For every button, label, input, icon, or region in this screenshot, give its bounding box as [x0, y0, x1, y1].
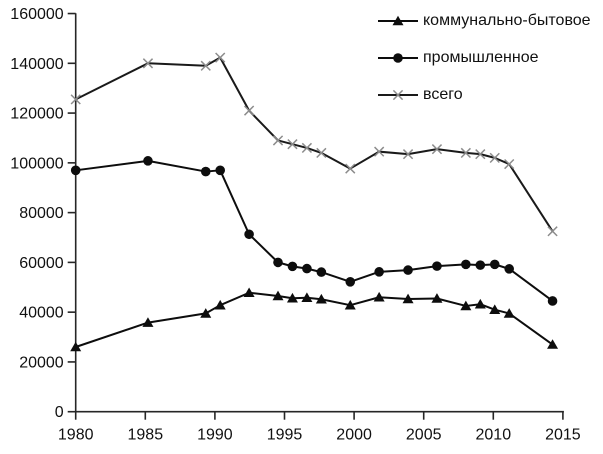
circle-marker	[200, 166, 211, 177]
circle-marker	[374, 267, 384, 277]
x-marker	[243, 105, 255, 116]
triangle-marker	[489, 304, 501, 314]
x-marker	[272, 135, 284, 146]
x-tick-label: 2000	[336, 427, 372, 444]
series-circle	[70, 156, 558, 306]
x-marker	[316, 147, 327, 159]
triangle-marker	[286, 292, 298, 303]
y-tick-label: 80000	[19, 205, 64, 222]
x-marker	[345, 163, 356, 174]
triangle-marker	[503, 308, 515, 318]
x-marker	[70, 94, 81, 105]
x-tick-label: 1980	[58, 427, 94, 444]
circle-marker	[215, 165, 225, 176]
circle-marker	[489, 259, 500, 270]
y-tick-label: 40000	[19, 305, 64, 322]
triangle-marker	[142, 317, 154, 327]
triangle-marker	[460, 300, 472, 311]
x-marker	[200, 60, 211, 71]
triangle-marker	[214, 299, 226, 310]
x-tick-label: 1990	[197, 427, 233, 444]
x-tick-label: 2015	[545, 427, 581, 444]
x-tick-label: 2005	[406, 427, 442, 444]
legend-item-vsego: всего	[378, 76, 591, 113]
legend: коммунально-бытовое промышленное всего	[378, 2, 591, 113]
legend-label: всего	[423, 85, 463, 103]
x-marker	[475, 149, 486, 160]
triangle-marker	[272, 290, 284, 301]
circle-marker	[547, 296, 558, 306]
circle-marker	[70, 165, 81, 176]
circle-marker	[316, 267, 327, 277]
circle-marker	[345, 277, 356, 287]
triangle-marker	[431, 293, 443, 303]
x-marker	[287, 139, 298, 150]
x-tick-label: 2010	[476, 427, 512, 444]
triangle-marker	[402, 293, 414, 304]
series-x	[70, 52, 558, 237]
series-triangle	[70, 287, 559, 352]
triangle-marker	[200, 308, 212, 318]
triangle-marker	[243, 287, 255, 298]
x-marker	[402, 149, 414, 160]
triangle-marker	[547, 339, 559, 349]
x-marker	[460, 147, 471, 159]
y-tick-label: 160000	[10, 6, 63, 23]
x-marker	[489, 152, 500, 164]
circle-marker	[143, 156, 153, 166]
circle-marker	[393, 52, 403, 63]
x-marker	[301, 142, 313, 154]
axes	[67, 12, 564, 420]
y-tick-label: 20000	[19, 354, 64, 371]
y-tick-label: 60000	[19, 255, 64, 272]
y-tick-label: 140000	[10, 56, 63, 73]
x-marker	[374, 146, 385, 157]
circle-marker-icon	[378, 52, 418, 63]
tick-labels: 0 20000 40000 60000 80000 100000 120000 140000 1…	[10, 6, 580, 444]
circle-marker	[287, 261, 298, 272]
y-tick-label: 120000	[10, 106, 63, 123]
x-marker	[431, 144, 443, 155]
triangle-marker	[392, 15, 404, 25]
x-marker	[547, 226, 558, 237]
legend-label: промышленное	[423, 48, 539, 66]
x-marker	[392, 89, 404, 100]
x-marker	[215, 52, 226, 63]
circle-marker	[461, 259, 471, 270]
circle-marker	[273, 257, 283, 268]
y-tick-label: 100000	[10, 155, 63, 172]
circle-marker	[475, 260, 486, 270]
triangle-marker-icon	[378, 15, 418, 25]
triangle-marker	[373, 291, 385, 302]
circle-marker	[504, 264, 514, 274]
circle-marker	[432, 261, 442, 271]
triangle-marker	[315, 293, 327, 304]
x-tick-label: 1985	[128, 427, 164, 444]
circle-marker	[302, 263, 312, 274]
circle-marker	[244, 229, 254, 240]
triangle-marker	[301, 292, 313, 303]
x-marker-icon	[378, 89, 418, 100]
series-line	[74, 159, 554, 302]
legend-label: коммунально-бытовое	[423, 11, 591, 29]
triangle-marker	[70, 341, 82, 352]
x-tick-label: 1995	[267, 427, 303, 444]
circle-marker	[403, 265, 413, 275]
triangle-marker	[474, 298, 486, 309]
legend-item-promyshlennoe: промышленное	[378, 39, 591, 76]
legend-item-kommunalno-bytovoe: коммунально-бытовое	[378, 2, 591, 39]
x-marker	[504, 158, 515, 170]
y-tick-label: 0	[55, 404, 64, 421]
x-marker	[142, 58, 154, 69]
triangle-marker	[344, 299, 356, 310]
